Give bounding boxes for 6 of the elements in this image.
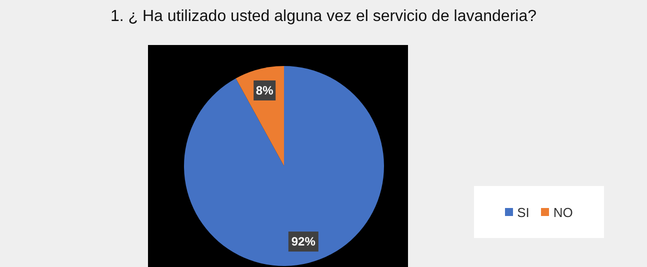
- data-label: 92%: [291, 234, 316, 249]
- chart-title: 1. ¿ Ha utilizado usted alguna vez el servicio de lavanderia?: [109, 8, 538, 26]
- data-label: 8%: [256, 83, 274, 98]
- legend-label: NO: [552, 204, 573, 220]
- legend-label: SI: [516, 204, 530, 220]
- pie-slice: [184, 66, 384, 266]
